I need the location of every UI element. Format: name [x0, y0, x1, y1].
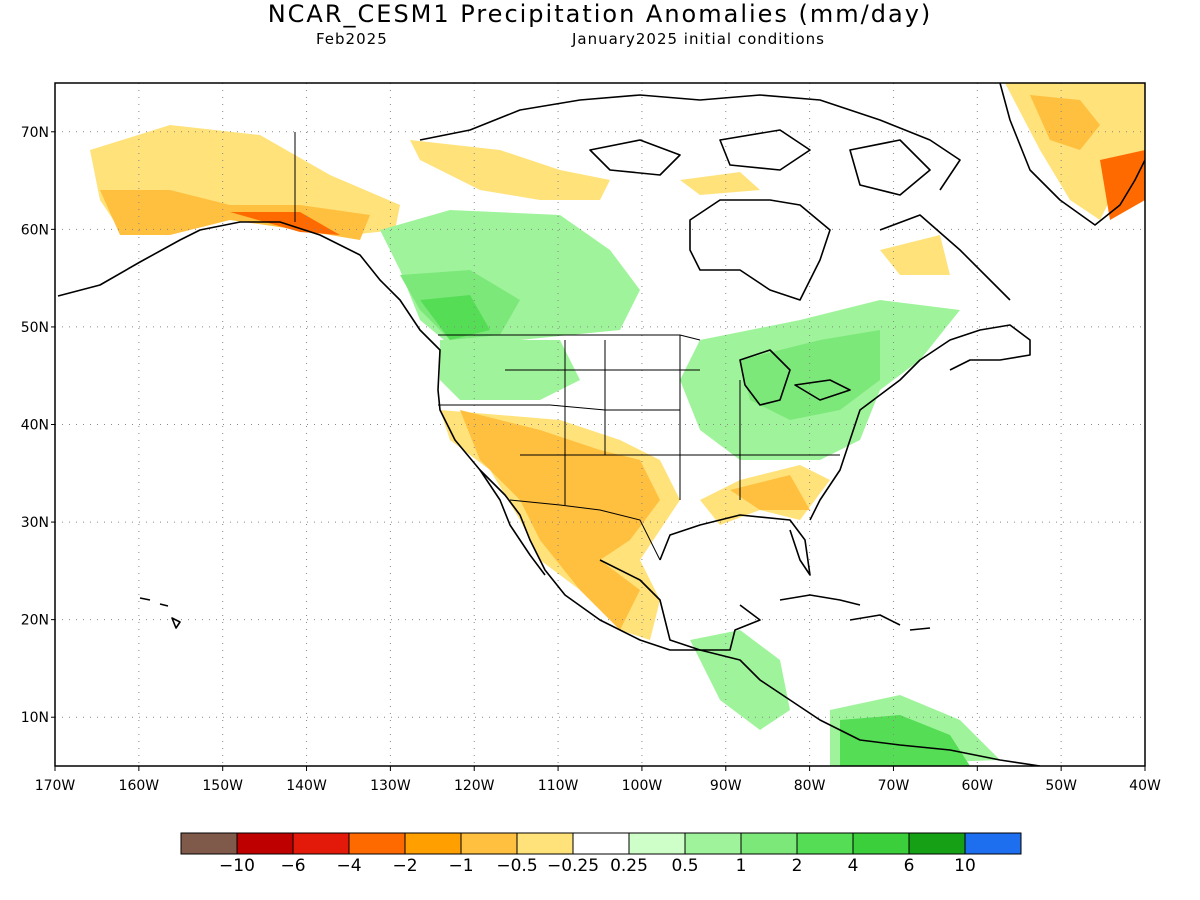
colorbar-label: −0.25 [546, 856, 600, 876]
latitude-tick-label: 40N [21, 418, 49, 434]
colorbar-label: −0.5 [496, 856, 538, 876]
colorbar [180, 832, 1022, 855]
longitude-tick-label: 160W [119, 778, 160, 794]
longitude-tick-label: 80W [794, 778, 826, 794]
colorbar-swatch [572, 832, 630, 855]
colorbar-label: −10 [219, 856, 255, 876]
colorbar-label: −4 [336, 856, 362, 876]
colorbar-label: 0.25 [610, 856, 648, 876]
colorbar-swatch [292, 832, 350, 855]
latitude-tick-label: 60N [21, 222, 49, 238]
longitude-tick-label: 110W [538, 778, 579, 794]
longitude-tick-label: 100W [622, 778, 663, 794]
longitude-tick-label: 40W [1129, 778, 1161, 794]
colorbar-swatch [516, 832, 574, 855]
longitude-tick-label: 150W [202, 778, 243, 794]
colorbar-swatch [236, 832, 294, 855]
coastlines [57, 83, 1145, 766]
longitude-tick-label: 50W [1045, 778, 1077, 794]
colorbar-swatch [852, 832, 910, 855]
colorbar-swatch [684, 832, 742, 855]
longitude-tick-label: 140W [286, 778, 327, 794]
colorbar-label: −1 [448, 856, 474, 876]
colorbar-label: 0.5 [671, 856, 699, 876]
colorbar-label: 2 [791, 856, 803, 876]
colorbar-swatch [740, 832, 798, 855]
latitude-tick-label: 70N [21, 125, 49, 141]
longitude-axis: 170W 160W 150W 140W 130W 120W 110W 100W 90W 80W 70… [35, 766, 1161, 794]
colorbar-label: 6 [903, 856, 915, 876]
initial-conditions: January2025 initial conditions [572, 30, 825, 48]
colorbar-label: 1 [735, 856, 747, 876]
longitude-tick-label: 90W [710, 778, 742, 794]
longitude-tick-label: 130W [370, 778, 411, 794]
colorbar-label: 4 [847, 856, 859, 876]
political-borders [294, 132, 840, 561]
colorbar-swatch [628, 832, 686, 855]
latitude-tick-label: 30N [21, 515, 49, 531]
colorbar-swatch [796, 832, 854, 855]
colorbar-label: −2 [392, 856, 418, 876]
longitude-tick-label: 120W [454, 778, 495, 794]
latitude-tick-label: 50N [21, 320, 49, 336]
forecast-month: Feb2025 [316, 30, 388, 48]
colorbar-swatch [348, 832, 406, 855]
colorbar-swatch [180, 832, 238, 855]
colorbar-swatch [460, 832, 518, 855]
longitude-tick-label: 60W [961, 778, 993, 794]
colorbar-swatch [404, 832, 462, 855]
colorbar-label: 10 [954, 856, 976, 876]
colorbar-label: −6 [280, 856, 306, 876]
anomaly-shading [90, 83, 1145, 766]
colorbar-swatch [964, 832, 1022, 855]
latitude-tick-label: 10N [21, 710, 49, 726]
longitude-tick-label: 170W [35, 778, 76, 794]
colorbar-swatch [908, 832, 966, 855]
latitude-axis: 10N 20N 30N 40N 50N 60N 70N [21, 125, 55, 726]
latitude-tick-label: 20N [21, 613, 49, 629]
longitude-tick-label: 70W [878, 778, 910, 794]
chart-title: NCAR_CESM1 Precipitation Anomalies (mm/d… [267, 0, 933, 28]
